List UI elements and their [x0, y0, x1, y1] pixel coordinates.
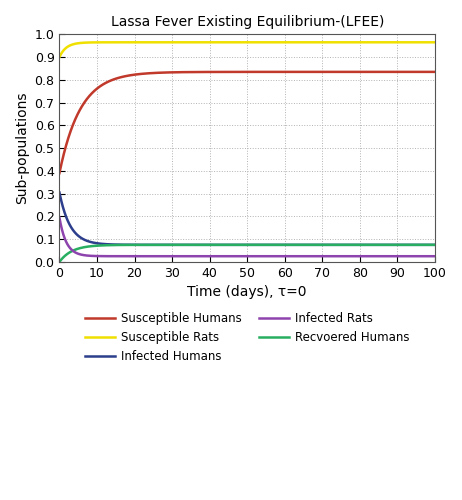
Line: Recvoered Humans: Recvoered Humans	[60, 245, 435, 262]
Line: Susceptible Humans: Susceptible Humans	[60, 72, 435, 173]
Recvoered Humans	[421, 242, 427, 248]
Susceptible Humans	[432, 69, 438, 75]
Line: Infected Humans: Infected Humans	[60, 192, 435, 245]
Susceptible Rats	[421, 40, 427, 46]
Infected Rats	[421, 253, 427, 259]
Infected Humans	[353, 242, 358, 248]
Infected Humans	[239, 242, 245, 248]
Infected Humans	[421, 242, 427, 248]
Susceptible Humans	[76, 110, 81, 116]
Susceptible Rats	[353, 40, 358, 46]
Susceptible Rats	[76, 40, 81, 46]
Line: Susceptible Rats: Susceptible Rats	[60, 42, 435, 57]
Title: Lassa Fever Existing Equilibrium-(LFEE): Lassa Fever Existing Equilibrium-(LFEE)	[110, 15, 384, 29]
Line: Infected Rats: Infected Rats	[60, 218, 435, 256]
Susceptible Rats	[229, 40, 235, 46]
Susceptible Rats	[239, 40, 245, 46]
Infected Humans	[432, 242, 438, 248]
Susceptible Humans	[57, 170, 62, 176]
Recvoered Humans	[239, 242, 245, 248]
Infected Rats	[432, 253, 438, 259]
Susceptible Rats	[432, 40, 438, 46]
Susceptible Humans	[421, 69, 427, 75]
X-axis label: Time (days), τ=0: Time (days), τ=0	[188, 286, 307, 300]
Recvoered Humans	[421, 242, 427, 248]
Infected Rats	[76, 251, 81, 257]
Infected Rats	[353, 253, 358, 259]
Susceptible Humans	[353, 69, 358, 75]
Infected Rats	[57, 214, 62, 220]
Infected Humans	[229, 242, 235, 248]
Infected Rats	[324, 253, 329, 259]
Infected Rats	[239, 253, 245, 259]
Infected Humans	[421, 242, 427, 248]
Y-axis label: Sub-populations: Sub-populations	[15, 92, 29, 204]
Susceptible Humans	[421, 69, 427, 75]
Susceptible Rats	[422, 40, 427, 46]
Susceptible Rats	[57, 54, 62, 60]
Infected Rats	[229, 253, 235, 259]
Infected Humans	[57, 190, 62, 196]
Recvoered Humans	[57, 259, 62, 265]
Recvoered Humans	[432, 242, 438, 248]
Recvoered Humans	[353, 242, 358, 248]
Recvoered Humans	[229, 242, 235, 248]
Susceptible Humans	[229, 69, 235, 75]
Infected Humans	[76, 233, 81, 239]
Legend: Susceptible Humans, Susceptible Rats, Infected Humans, Infected Rats, Recvoered : Susceptible Humans, Susceptible Rats, In…	[82, 309, 413, 366]
Susceptible Rats	[294, 40, 299, 46]
Susceptible Humans	[239, 69, 245, 75]
Recvoered Humans	[76, 246, 81, 252]
Infected Rats	[422, 253, 427, 259]
